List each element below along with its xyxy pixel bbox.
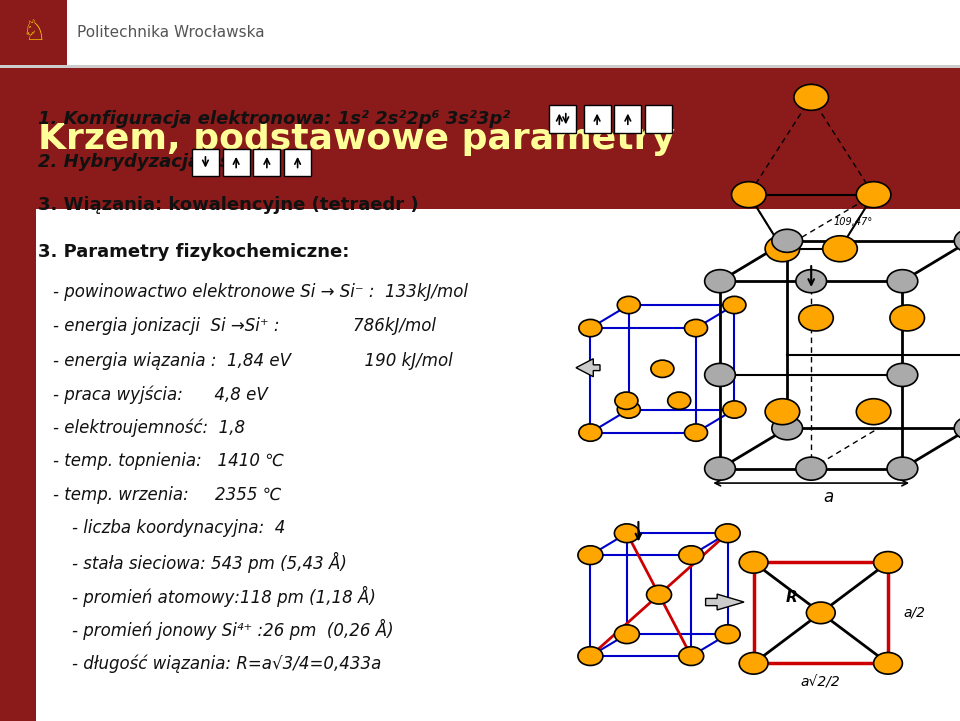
Bar <box>0 0 960 65</box>
Circle shape <box>617 296 640 314</box>
Text: - długość wiązania: R=a√3/4=0,433a: - długość wiązania: R=a√3/4=0,433a <box>72 654 381 673</box>
Text: - liczba koordynacyjna:  4: - liczba koordynacyjna: 4 <box>72 520 285 537</box>
Circle shape <box>723 401 746 418</box>
Text: - temp. wrzenia:     2355 ℃: - temp. wrzenia: 2355 ℃ <box>53 487 281 504</box>
Circle shape <box>874 552 902 573</box>
Circle shape <box>679 647 704 665</box>
Circle shape <box>651 360 674 378</box>
Text: - temp. topnienia:   1410 ℃: - temp. topnienia: 1410 ℃ <box>53 453 283 470</box>
Circle shape <box>579 319 602 337</box>
Circle shape <box>715 524 740 543</box>
Circle shape <box>799 305 833 331</box>
Polygon shape <box>576 359 600 376</box>
Circle shape <box>723 296 746 314</box>
Bar <box>754 562 888 663</box>
Circle shape <box>794 84 828 110</box>
Circle shape <box>705 457 735 480</box>
Text: - promień jonowy Si⁴⁺ :26 pm  (0,26 Å): - promień jonowy Si⁴⁺ :26 pm (0,26 Å) <box>72 619 394 640</box>
Circle shape <box>954 229 960 252</box>
Circle shape <box>796 270 827 293</box>
Text: R: R <box>785 590 797 605</box>
Circle shape <box>715 625 740 644</box>
Text: - powinowactwo elektronowe Si → Si⁻ :  133kJ/mol: - powinowactwo elektronowe Si → Si⁻ : 13… <box>53 283 468 301</box>
Bar <box>253 149 280 176</box>
Circle shape <box>578 546 603 565</box>
Bar <box>645 105 672 133</box>
Text: 1. Konfiguracja elektronowa: 1s² 2s²2p⁶ 3s²3p²: 1. Konfiguracja elektronowa: 1s² 2s²2p⁶ … <box>38 110 511 128</box>
Circle shape <box>823 236 857 262</box>
Circle shape <box>617 401 640 418</box>
Circle shape <box>579 424 602 441</box>
Circle shape <box>954 417 960 440</box>
Text: - energia wiązania :  1,84 eV              190 kJ/mol: - energia wiązania : 1,84 eV 190 kJ/mol <box>53 352 452 369</box>
Polygon shape <box>706 594 744 610</box>
Circle shape <box>765 236 800 262</box>
Circle shape <box>614 625 639 644</box>
Circle shape <box>856 182 891 208</box>
Text: a√2/2: a√2/2 <box>801 675 841 689</box>
Circle shape <box>732 182 766 208</box>
Bar <box>549 105 576 133</box>
Circle shape <box>578 647 603 665</box>
Circle shape <box>874 653 902 674</box>
Text: - praca wyjścia:      4,8 eV: - praca wyjścia: 4,8 eV <box>53 385 268 404</box>
Circle shape <box>614 524 639 543</box>
Bar <box>0 68 960 209</box>
Text: Krzem, podstawowe parametry: Krzem, podstawowe parametry <box>38 122 676 156</box>
Circle shape <box>647 585 672 604</box>
Bar <box>584 105 611 133</box>
Bar <box>192 149 219 176</box>
Circle shape <box>887 457 918 480</box>
Text: a: a <box>823 489 833 506</box>
Circle shape <box>739 552 768 573</box>
Circle shape <box>684 319 708 337</box>
Circle shape <box>796 457 827 480</box>
Circle shape <box>772 229 803 252</box>
Text: - promień atomowy:118 pm (1,18 Å): - promień atomowy:118 pm (1,18 Å) <box>72 585 376 607</box>
Text: 3. Wiązania: kowalencyjne (tetraedr ): 3. Wiązania: kowalencyjne (tetraedr ) <box>38 197 419 214</box>
Bar <box>0 209 36 721</box>
Circle shape <box>679 546 704 565</box>
Circle shape <box>684 424 708 441</box>
Text: 109,47°: 109,47° <box>833 217 873 227</box>
Text: 3. Parametry fizykochemiczne:: 3. Parametry fizykochemiczne: <box>38 244 349 261</box>
Circle shape <box>614 392 637 410</box>
Bar <box>0 65 960 68</box>
Circle shape <box>887 270 918 293</box>
Circle shape <box>668 392 691 410</box>
Text: - energia jonizacji  Si →Si⁺ :              786kJ/mol: - energia jonizacji Si →Si⁺ : 786kJ/mol <box>53 317 436 335</box>
Text: a/2: a/2 <box>904 606 925 620</box>
Bar <box>223 149 250 176</box>
Circle shape <box>765 399 800 425</box>
Circle shape <box>887 363 918 386</box>
Text: - elektroujemność:  1,8: - elektroujemność: 1,8 <box>53 418 245 437</box>
Text: ♘: ♘ <box>21 19 46 46</box>
Circle shape <box>705 270 735 293</box>
Bar <box>614 105 641 133</box>
Circle shape <box>739 653 768 674</box>
Bar <box>284 149 311 176</box>
Text: - stała sieciowa: 543 pm (5,43 Å): - stała sieciowa: 543 pm (5,43 Å) <box>72 552 347 573</box>
Circle shape <box>806 602 835 624</box>
Circle shape <box>772 417 803 440</box>
Circle shape <box>856 399 891 425</box>
Circle shape <box>705 363 735 386</box>
Text: Politechnika Wrocławska: Politechnika Wrocławska <box>77 25 264 40</box>
Text: 2. Hybrydyzacja:  sp³: 2. Hybrydyzacja: sp³ <box>38 154 252 171</box>
Bar <box>0 0 67 65</box>
Circle shape <box>890 305 924 331</box>
